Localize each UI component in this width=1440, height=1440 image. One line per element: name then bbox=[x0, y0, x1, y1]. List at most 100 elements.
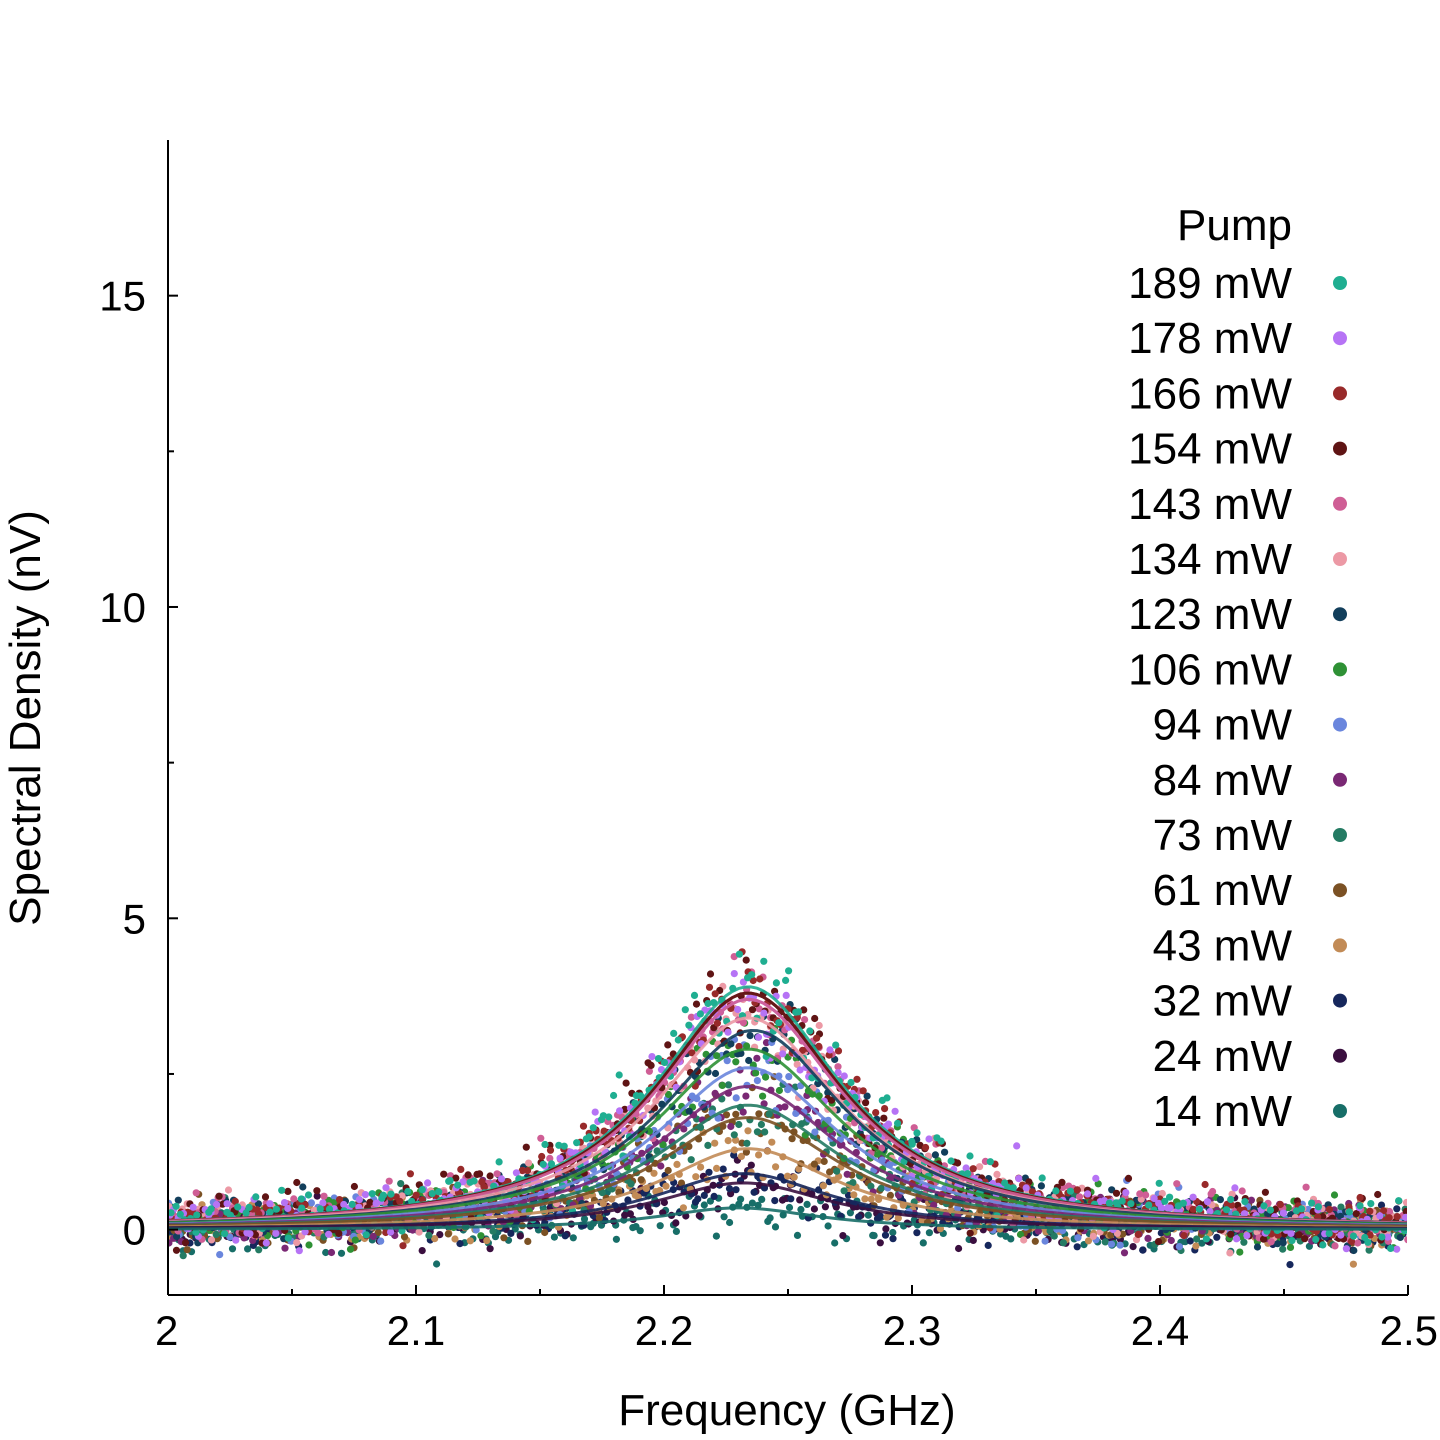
data-point bbox=[711, 1139, 719, 1147]
data-point bbox=[335, 1196, 344, 1204]
data-point bbox=[207, 1236, 216, 1244]
legend-marker bbox=[1333, 1104, 1347, 1118]
data-point bbox=[440, 1170, 448, 1178]
data-point bbox=[1342, 1245, 1350, 1253]
data-point bbox=[742, 1148, 751, 1156]
data-point bbox=[1393, 1245, 1401, 1253]
data-point bbox=[1158, 1189, 1166, 1198]
data-point bbox=[386, 1199, 395, 1207]
data-point bbox=[1337, 1231, 1345, 1239]
data-point bbox=[1273, 1240, 1282, 1248]
data-point bbox=[272, 1205, 280, 1213]
data-point bbox=[941, 1148, 949, 1156]
legend-item: 73 mW bbox=[1153, 811, 1347, 860]
legend-marker bbox=[1333, 276, 1347, 290]
data-point bbox=[1240, 1210, 1249, 1218]
data-point bbox=[1260, 1235, 1268, 1243]
data-point bbox=[969, 1165, 977, 1173]
data-point bbox=[379, 1191, 387, 1199]
data-point bbox=[870, 1232, 878, 1240]
data-point bbox=[768, 1138, 776, 1146]
data-point bbox=[692, 1173, 700, 1181]
data-point bbox=[735, 1120, 743, 1129]
data-point bbox=[216, 1251, 224, 1259]
data-point bbox=[832, 1041, 840, 1049]
data-point bbox=[787, 1195, 795, 1203]
data-point bbox=[1020, 1236, 1028, 1244]
data-point bbox=[1074, 1234, 1082, 1242]
data-point bbox=[772, 1163, 780, 1171]
data-point bbox=[1167, 1236, 1175, 1245]
data-point bbox=[696, 1010, 705, 1018]
data-point bbox=[1206, 1207, 1214, 1216]
data-point bbox=[1376, 1212, 1384, 1220]
legend-item: 94 mW bbox=[1153, 701, 1347, 750]
data-point bbox=[746, 1032, 754, 1040]
x-tick-label: 2.5 bbox=[1380, 1307, 1438, 1354]
data-point bbox=[297, 1195, 305, 1203]
data-point bbox=[585, 1133, 593, 1141]
data-point bbox=[886, 1191, 895, 1199]
data-point bbox=[697, 1163, 705, 1171]
data-point bbox=[1325, 1205, 1333, 1213]
data-point bbox=[647, 1061, 655, 1069]
data-point bbox=[172, 1246, 181, 1254]
data-point bbox=[1213, 1233, 1221, 1241]
data-point bbox=[304, 1191, 313, 1199]
legend-marker bbox=[1333, 828, 1347, 842]
data-point bbox=[796, 1196, 804, 1204]
data-point bbox=[1402, 1213, 1407, 1221]
data-point bbox=[636, 1227, 644, 1235]
data-point bbox=[281, 1244, 289, 1252]
data-point bbox=[1150, 1194, 1158, 1203]
data-point bbox=[1279, 1209, 1287, 1217]
data-point bbox=[1222, 1206, 1231, 1214]
data-point bbox=[1384, 1233, 1392, 1241]
data-point bbox=[826, 1046, 834, 1054]
data-point bbox=[1350, 1246, 1358, 1255]
data-point bbox=[346, 1245, 355, 1253]
data-point bbox=[524, 1237, 532, 1245]
data-point bbox=[681, 1006, 689, 1014]
data-point bbox=[361, 1191, 369, 1199]
y-axis-title: Spectral Density (nV) bbox=[1, 510, 50, 926]
data-point bbox=[313, 1187, 321, 1195]
data-point bbox=[925, 1229, 934, 1237]
data-point bbox=[706, 970, 715, 978]
data-point bbox=[724, 1081, 733, 1089]
data-point bbox=[753, 1077, 762, 1085]
data-point bbox=[719, 1165, 727, 1173]
y-tick-label: 15 bbox=[99, 273, 146, 320]
data-point bbox=[1352, 1210, 1360, 1218]
data-point bbox=[646, 1208, 654, 1216]
data-point bbox=[680, 1125, 688, 1133]
data-point bbox=[793, 1231, 802, 1239]
data-point bbox=[757, 1120, 766, 1129]
data-point bbox=[525, 1159, 533, 1167]
data-point bbox=[1009, 1184, 1017, 1192]
data-point bbox=[1094, 1180, 1102, 1188]
data-point bbox=[732, 1094, 740, 1102]
data-point bbox=[739, 1019, 748, 1027]
data-point bbox=[266, 1208, 274, 1216]
data-point bbox=[1013, 1142, 1021, 1150]
legend-label: 43 mW bbox=[1153, 921, 1293, 970]
data-point bbox=[1166, 1193, 1174, 1201]
data-point bbox=[794, 1008, 803, 1016]
data-point bbox=[1155, 1179, 1163, 1187]
data-point bbox=[734, 1005, 742, 1014]
data-point bbox=[700, 1201, 708, 1209]
data-point bbox=[849, 1179, 857, 1187]
data-point bbox=[1107, 1231, 1115, 1239]
legend-label: 143 mW bbox=[1128, 480, 1292, 529]
data-point bbox=[374, 1228, 382, 1236]
data-point bbox=[1238, 1187, 1246, 1195]
data-point bbox=[1116, 1241, 1124, 1249]
legend-label: 106 mW bbox=[1128, 645, 1292, 694]
data-point bbox=[493, 1170, 501, 1178]
data-point bbox=[913, 1229, 921, 1237]
data-point bbox=[1015, 1175, 1023, 1183]
data-point bbox=[726, 1218, 734, 1227]
data-point bbox=[803, 1200, 811, 1208]
data-point bbox=[810, 1160, 819, 1168]
